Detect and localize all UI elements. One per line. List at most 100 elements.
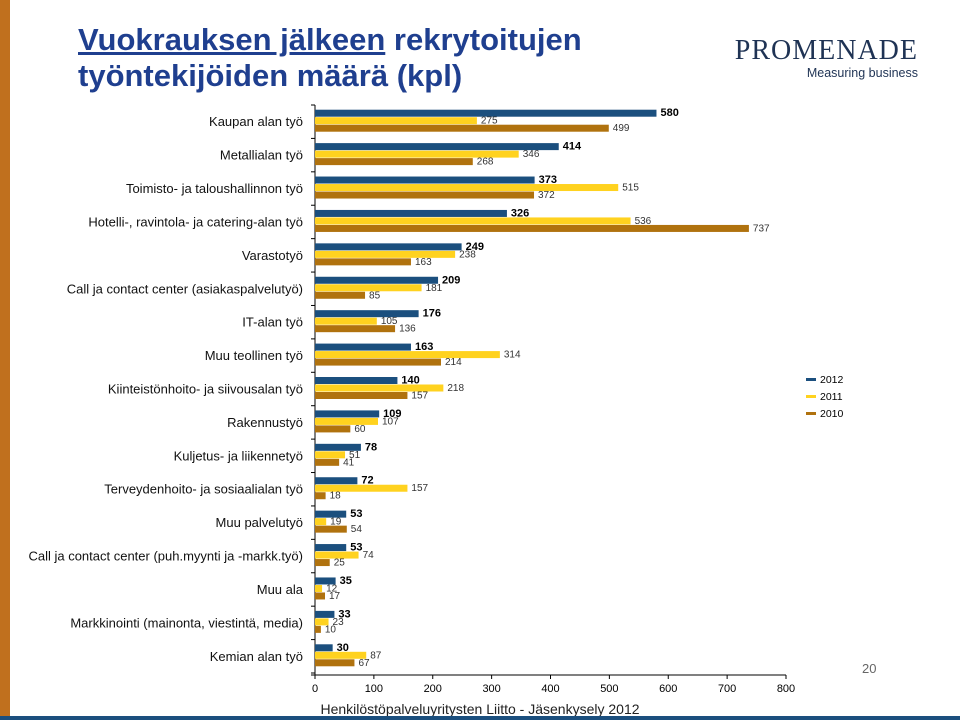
bar-2012 [315,109,657,117]
legend-label: 2012 [820,373,844,386]
category-label: Kuljetus- ja liikennetyö [174,448,303,463]
category-label: Call ja contact center (puh.myynti ja -m… [28,549,303,564]
data-label-2012: 33 [338,608,350,620]
data-label-2011: 87 [370,650,382,661]
category-label: Rakennustyö [227,415,303,430]
bar-2011 [315,150,519,158]
legend-swatch [806,395,816,398]
x-tick-label: 100 [365,683,383,695]
data-label-2012: 35 [340,575,352,587]
bar-2010 [315,392,408,399]
bar-2011 [315,217,631,225]
bar-2010 [315,258,411,266]
data-label-2011: 51 [349,450,361,461]
category-label: Varastotyö [242,248,303,263]
data-label-2011: 238 [459,249,476,260]
bar-2012 [315,176,535,184]
bar-2010 [315,191,535,199]
x-tick-label: 0 [312,683,318,695]
category-label: Markkinointi (mainonta, viestintä, media… [70,615,303,630]
bar-2010 [315,458,340,466]
x-tick-label: 800 [777,683,795,695]
data-label-2010: 10 [325,624,337,635]
legend-item-2010: 2010 [806,405,843,422]
data-label-2012: 78 [365,441,377,453]
data-label-2011: 536 [635,216,652,227]
data-label-2011: 181 [426,283,443,294]
data-label-2011: 157 [411,483,428,494]
bar-2010 [315,325,396,333]
bar-2011 [315,317,377,325]
data-label-2010: 67 [358,658,370,669]
data-label-2011: 314 [504,350,521,361]
title-underlined-part: Vuokrauksen jälkeen [78,22,386,57]
bar-2010 [315,525,347,533]
category-label: Muu ala [257,582,304,597]
bar-2012 [315,477,358,485]
logo-name: PROMENADE [734,35,918,66]
data-label-2012: 176 [423,308,441,320]
page-title: Vuokrauksen jälkeen rekrytoitujen työntek… [78,22,582,94]
bar-2010 [315,492,326,500]
data-label-2010: 85 [369,290,381,301]
bar-2010 [315,559,330,567]
x-tick-label: 300 [482,683,500,695]
data-label-2012: 373 [539,174,557,186]
bar-2012 [315,209,507,217]
data-label-2012: 163 [415,341,433,353]
category-label: IT-alan työ [242,315,303,330]
bar-2012 [315,577,336,585]
data-label-2011: 23 [333,617,345,628]
bar-2010 [315,291,366,299]
data-label-2012: 249 [466,241,484,253]
bar-2011 [315,417,378,425]
data-label-2012: 209 [442,274,460,286]
data-label-2012: 414 [563,141,582,153]
category-label: Kaupan alan työ [209,114,303,129]
bar-2010 [315,425,351,433]
legend-swatch [806,412,816,415]
bar-2012 [315,510,347,518]
bar-2012 [315,644,333,652]
bar-2012 [315,343,411,351]
category-label: Kemian alan työ [210,649,303,664]
data-label-2010: 499 [613,123,630,134]
data-label-2011: 346 [523,149,540,160]
data-label-2010: 41 [343,457,355,468]
data-label-2010: 17 [329,591,341,602]
category-label: Muu teollinen työ [205,348,303,363]
data-label-2011: 74 [363,550,375,561]
bar-2010 [315,124,609,132]
data-label-2010: 737 [753,223,770,234]
category-label: Toimisto- ja taloushallinnon työ [126,181,303,196]
bar-2012 [315,610,335,618]
data-label-2012: 72 [361,475,373,487]
logo-tagline: Measuring business [806,66,918,80]
data-label-2010: 136 [399,324,416,335]
legend-item-2012: 2012 [806,371,843,388]
bar-2011 [315,384,444,392]
bar-2010 [315,659,355,667]
promenade-logo: PROMENADE Measuring business [734,35,918,81]
bar-2011 [315,117,477,125]
bar-2011 [315,250,456,258]
data-label-2010: 18 [330,491,342,502]
category-label: Metallialan työ [220,148,303,163]
left-accent-stripe [0,0,10,720]
data-label-2010: 163 [415,257,432,268]
x-tick-label: 200 [424,683,442,695]
legend-label: 2011 [820,390,843,403]
data-label-2011: 19 [330,517,342,528]
category-label: Terveydenhoito- ja sosiaalialan työ [104,482,303,497]
bar-2011 [315,551,359,559]
data-label-2010: 214 [445,357,462,368]
footer-source: Henkilöstöpalveluyritysten Liitto - Jäse… [320,701,640,717]
bar-2011 [315,651,367,659]
legend-item-2011: 2011 [806,388,843,405]
data-label-2010: 372 [538,190,555,201]
data-label-2012: 109 [383,408,401,420]
data-label-2011: 218 [447,383,464,394]
category-label: Call ja contact center (asiakaspalveluty… [67,281,303,296]
data-label-2012: 326 [511,207,529,219]
